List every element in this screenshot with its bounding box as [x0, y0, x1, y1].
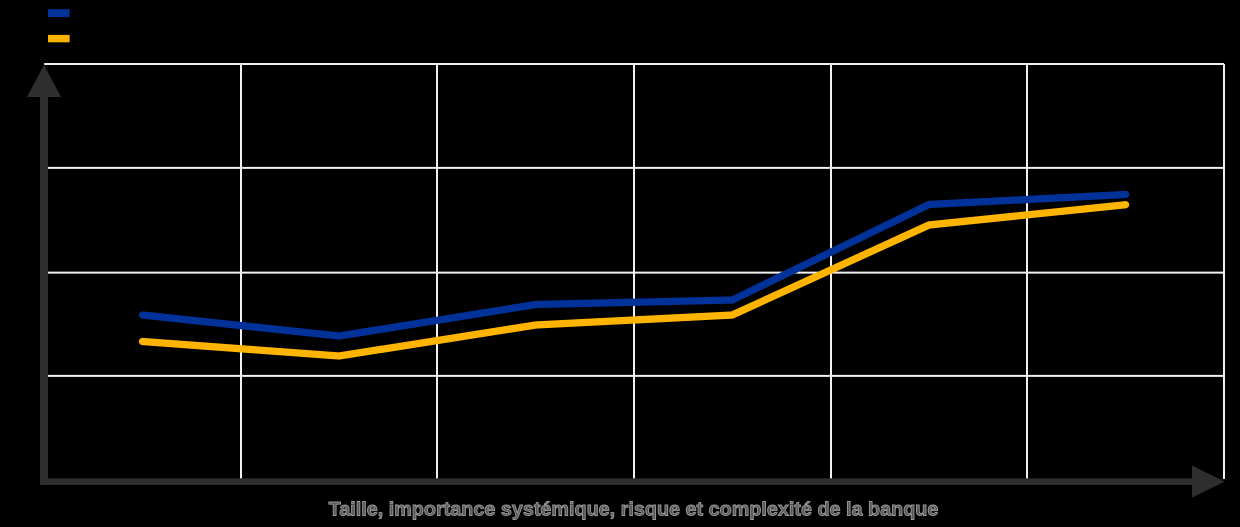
svg-text:Taille, importance systémique,: Taille, importance systémique, risque et… — [329, 499, 939, 521]
